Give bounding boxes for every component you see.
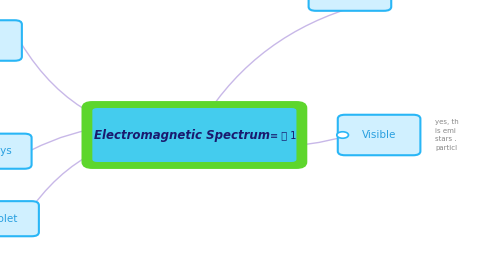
FancyBboxPatch shape (0, 201, 39, 236)
FancyBboxPatch shape (84, 103, 305, 167)
Text: yes, th
is emi
stars .
particl: yes, th is emi stars . particl (435, 119, 459, 151)
Text: Electromagnetic Spectrum: Electromagnetic Spectrum (94, 129, 270, 141)
FancyBboxPatch shape (309, 0, 391, 11)
FancyBboxPatch shape (338, 115, 420, 155)
Text: mma-rays: mma-rays (0, 146, 12, 156)
Text: Visible: Visible (362, 130, 396, 140)
Text: ≡ ⫰ 1: ≡ ⫰ 1 (270, 130, 296, 140)
Text: Ultraviolet: Ultraviolet (0, 214, 17, 224)
Circle shape (337, 132, 348, 138)
FancyBboxPatch shape (92, 108, 296, 162)
FancyBboxPatch shape (0, 20, 22, 61)
FancyBboxPatch shape (0, 134, 32, 169)
